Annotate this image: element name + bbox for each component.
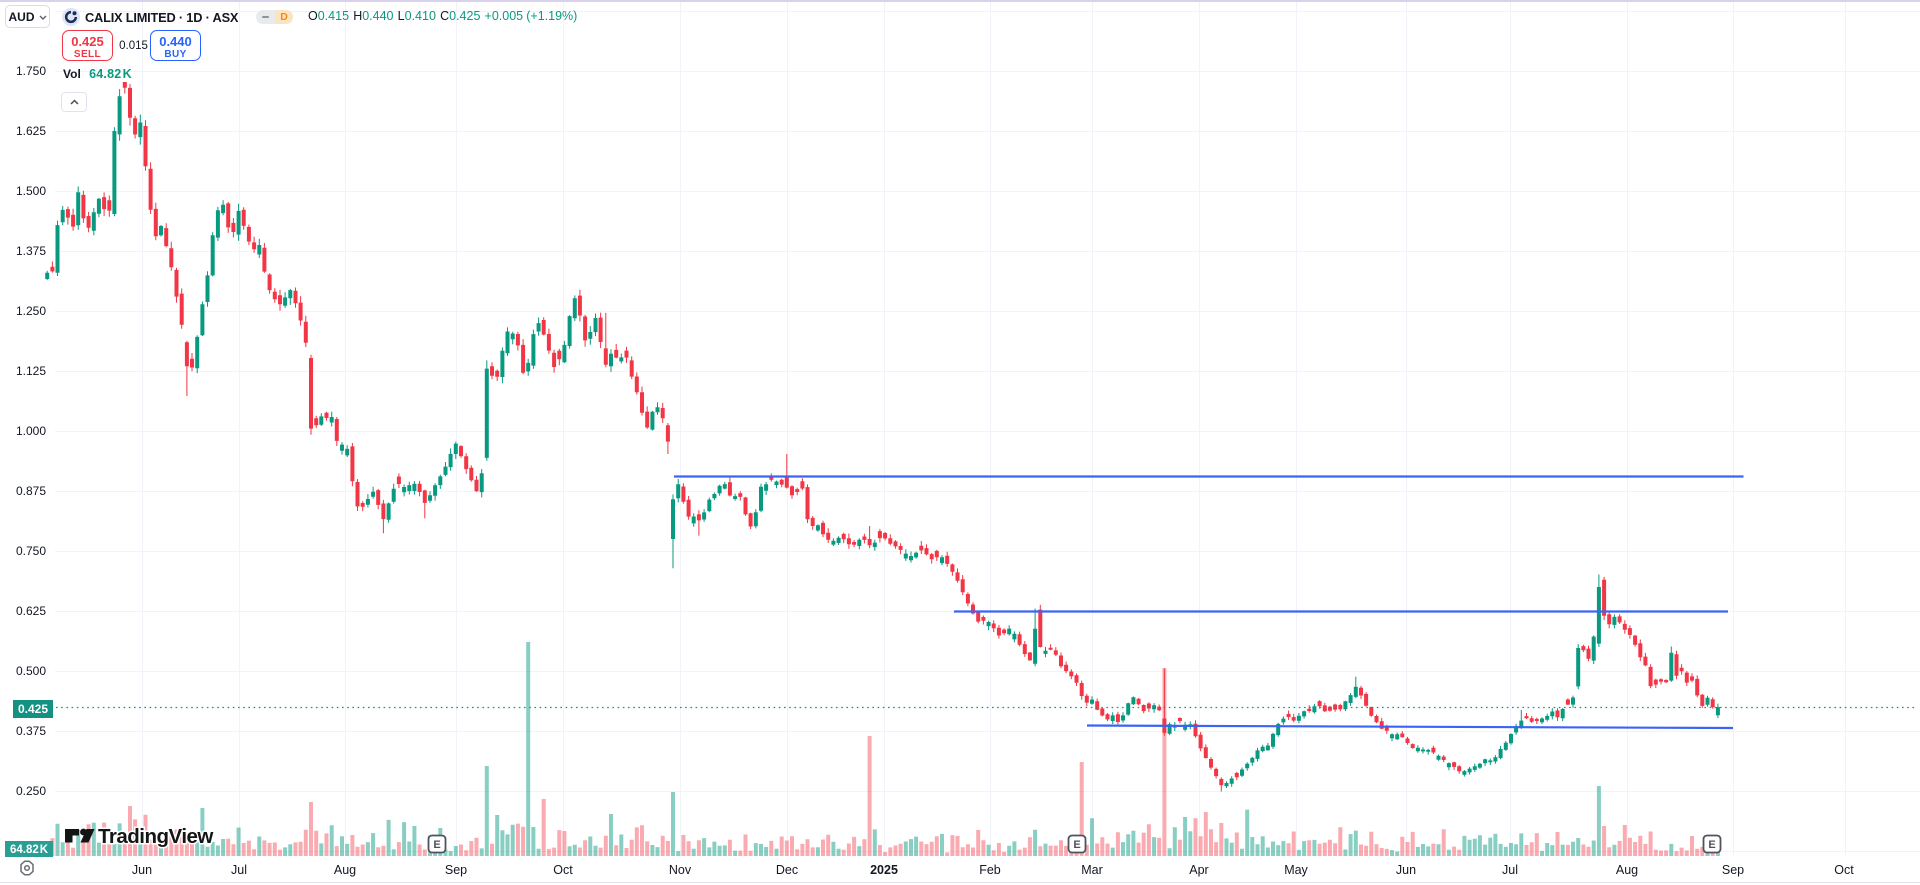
svg-text:1.250: 1.250 [16,304,46,318]
svg-text:0.875: 0.875 [16,484,46,498]
svg-text:1.625: 1.625 [16,124,46,138]
svg-text:Apr: Apr [1189,863,1208,877]
svg-text:2025: 2025 [870,863,898,877]
svg-text:Oct: Oct [1834,863,1854,877]
svg-text:1.000: 1.000 [16,424,46,438]
svg-text:E: E [433,839,440,851]
svg-text:Dec: Dec [776,863,798,877]
svg-text:0.250: 0.250 [16,784,46,798]
svg-text:Mar: Mar [1081,863,1103,877]
svg-text:TradingView: TradingView [98,825,213,848]
svg-text:Jun: Jun [1396,863,1416,877]
svg-text:Nov: Nov [669,863,692,877]
svg-text:1.375: 1.375 [16,244,46,258]
svg-text:Sep: Sep [1722,863,1744,877]
svg-text:Jun: Jun [132,863,152,877]
svg-text:0.750: 0.750 [16,544,46,558]
svg-text:0.625: 0.625 [16,604,46,618]
svg-text:Aug: Aug [334,863,356,877]
svg-text:Aug: Aug [1616,863,1638,877]
svg-text:E: E [1708,839,1715,851]
svg-text:64.82 K: 64.82 K [10,844,49,856]
svg-text:1.125: 1.125 [16,364,46,378]
svg-text:Sep: Sep [445,863,467,877]
svg-text:0.375: 0.375 [16,724,46,738]
svg-text:Feb: Feb [979,863,1001,877]
svg-text:Jul: Jul [231,863,247,877]
svg-text:May: May [1284,863,1308,877]
svg-text:Oct: Oct [553,863,573,877]
svg-text:Jul: Jul [1502,863,1518,877]
svg-text:0.500: 0.500 [16,664,46,678]
svg-text:0.425: 0.425 [18,702,48,716]
svg-text:1.750: 1.750 [16,64,46,78]
svg-text:E: E [1073,839,1080,851]
svg-text:1.500: 1.500 [16,184,46,198]
